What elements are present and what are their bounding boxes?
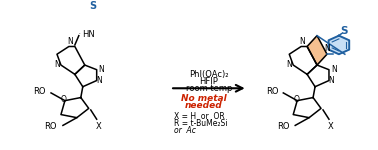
Text: RO: RO: [34, 87, 46, 96]
Text: N: N: [96, 76, 102, 85]
Text: N: N: [331, 65, 337, 74]
Text: No metal: No metal: [181, 94, 227, 103]
Text: O: O: [61, 95, 67, 104]
Text: N: N: [54, 60, 60, 69]
Text: N: N: [67, 37, 73, 46]
Text: X = H  or  OR: X = H or OR: [174, 112, 225, 121]
Text: N: N: [328, 76, 334, 85]
Text: HN: HN: [82, 30, 94, 39]
Polygon shape: [83, 10, 102, 27]
Text: RO: RO: [277, 122, 289, 131]
Text: PhI(OAc)₂: PhI(OAc)₂: [189, 70, 229, 79]
Text: HFIP: HFIP: [200, 77, 218, 86]
Text: N: N: [324, 44, 330, 53]
Text: S: S: [89, 1, 96, 11]
Text: or  Ac: or Ac: [174, 126, 196, 135]
Text: room temp: room temp: [186, 84, 232, 93]
Polygon shape: [307, 65, 329, 87]
Text: X: X: [328, 122, 334, 131]
Polygon shape: [328, 36, 349, 54]
Text: RO: RO: [266, 87, 278, 96]
Text: S: S: [340, 26, 348, 36]
Polygon shape: [57, 46, 85, 74]
Text: N: N: [99, 65, 104, 74]
Polygon shape: [75, 65, 97, 87]
Text: needed: needed: [185, 101, 223, 110]
Polygon shape: [307, 36, 327, 65]
Text: N: N: [299, 37, 305, 46]
Text: R = t-BuMe₂Si: R = t-BuMe₂Si: [174, 119, 228, 128]
Polygon shape: [289, 46, 317, 74]
Text: O: O: [293, 95, 299, 104]
Text: X: X: [96, 122, 102, 131]
Text: RO: RO: [45, 122, 57, 131]
Text: N: N: [287, 60, 292, 69]
